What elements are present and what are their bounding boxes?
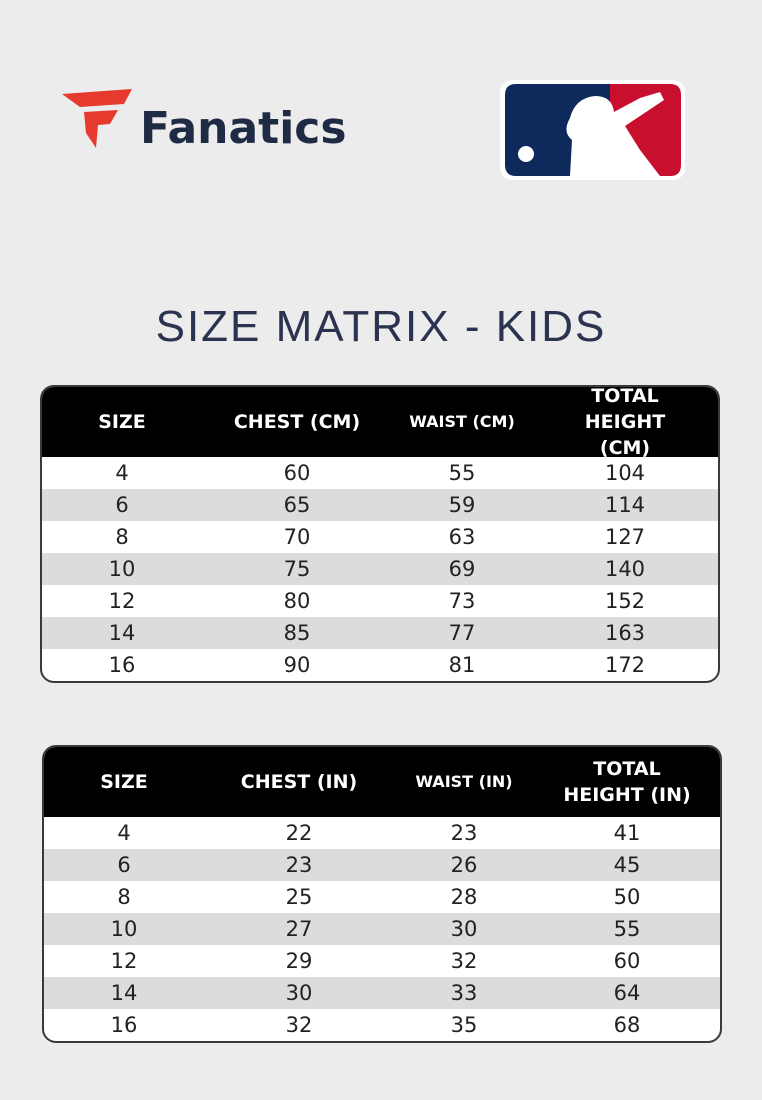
table-cell: 50: [613, 885, 641, 909]
table-cell: 28: [450, 885, 478, 909]
header-cell: CHEST (CM): [233, 411, 361, 433]
table-cell: 25: [285, 885, 313, 909]
table-row: 14 85 77 163: [42, 617, 718, 649]
table-cell: 23: [285, 853, 313, 877]
table-row: 16 32 35 68: [44, 1009, 720, 1041]
table-cell: 8: [115, 525, 129, 549]
header-cell: CHEST (IN): [240, 771, 358, 793]
header-cell: WAIST (IN): [415, 772, 513, 791]
table-cell: 29: [285, 949, 313, 973]
table-cell: 59: [448, 493, 476, 517]
table-cell: 65: [283, 493, 311, 517]
table-cell: 90: [283, 653, 311, 677]
header-cell: SIZE: [98, 411, 146, 433]
table-cell: 23: [450, 821, 478, 845]
table-cell: 163: [604, 621, 646, 645]
table-cell: 69: [448, 557, 476, 581]
mlb-logo: [500, 80, 685, 180]
table-cell: 60: [613, 949, 641, 973]
table-cell: 77: [448, 621, 476, 645]
table-header: SIZE CHEST (IN) WAIST (IN) TOTAL HEIGHT (IN…: [44, 747, 720, 817]
logos: Fanatics: [62, 80, 685, 180]
table-row: 4 22 23 41: [44, 817, 720, 849]
brand-name: Fanatics: [140, 103, 347, 154]
table-cell: 22: [285, 821, 313, 845]
page-title: SIZE MATRIX - KIDS: [155, 302, 607, 351]
table-cell: 104: [604, 461, 646, 485]
table-row: 8 25 28 50: [44, 881, 720, 913]
table-cell: 41: [613, 821, 641, 845]
table-row: 10 75 69 140: [42, 553, 718, 585]
table-row: 6 65 59 114: [42, 489, 718, 521]
table-cell: 80: [283, 589, 311, 613]
table-cell: 75: [283, 557, 311, 581]
table-cell: 60: [283, 461, 311, 485]
size-table-in: SIZE CHEST (IN) WAIST (IN) TOTAL HEIGHT (IN…: [42, 745, 722, 1043]
table-row: 8 70 63 127: [42, 521, 718, 553]
table-cell: 32: [285, 1013, 313, 1037]
table-cell: 35: [450, 1013, 478, 1037]
table-cell: 63: [448, 525, 476, 549]
table-header: SIZE CHEST (CM) WAIST (CM) TOTAL HEIGHT (CM…: [42, 387, 718, 459]
table-cell: 55: [613, 917, 641, 941]
table-cell: 172: [604, 653, 646, 677]
table-cell: 10: [110, 917, 138, 941]
table-cell: 14: [108, 621, 136, 645]
table-cell: 16: [110, 1013, 138, 1037]
table-row: 12 80 73 152: [42, 585, 718, 617]
fanatics-flag: [62, 89, 132, 148]
table-cell: 16: [108, 653, 136, 677]
header-cell: TOTAL HEIGHT (CM): [584, 385, 666, 459]
header-cell: TOTAL HEIGHT (IN): [563, 758, 691, 806]
table-cell: 140: [604, 557, 646, 581]
table-cell: 10: [108, 557, 136, 581]
table-row: 12 29 32 60: [44, 945, 720, 977]
header-cell: WAIST (CM): [409, 412, 515, 431]
table-cell: 81: [448, 653, 476, 677]
table-row: 6 23 26 45: [44, 849, 720, 881]
table-row: 4 60 55 104: [42, 457, 718, 489]
table-cell: 32: [450, 949, 478, 973]
table-cell: 4: [115, 461, 129, 485]
table-cell: 26: [450, 853, 478, 877]
table-cell: 12: [108, 589, 136, 613]
table-cell: 4: [117, 821, 131, 845]
table-cell: 127: [604, 525, 646, 549]
table-row: 14 30 33 64: [44, 977, 720, 1009]
table-cell: 73: [448, 589, 476, 613]
table-cell: 68: [613, 1013, 641, 1037]
table-cell: 8: [117, 885, 131, 909]
table-cell: 27: [285, 917, 313, 941]
table-cell: 30: [450, 917, 478, 941]
table-cell: 12: [110, 949, 138, 973]
table-cell: 114: [604, 493, 646, 517]
table-cell: 70: [283, 525, 311, 549]
size-table-cm: SIZE CHEST (CM) WAIST (CM) TOTAL HEIGHT (CM…: [40, 385, 720, 683]
table-row: 16 90 81 172: [42, 649, 718, 681]
table-cell: 30: [285, 981, 313, 1005]
table-cell: 55: [448, 461, 476, 485]
table-cell: 85: [283, 621, 311, 645]
table-row: 10 27 30 55: [44, 913, 720, 945]
table-cell: 6: [117, 853, 131, 877]
table-cell: 45: [613, 853, 641, 877]
table-cell: 14: [110, 981, 138, 1005]
header-cell: SIZE: [100, 771, 148, 793]
table-cell: 6: [115, 493, 129, 517]
table-cell: 152: [604, 589, 646, 613]
table-cell: 33: [450, 981, 478, 1005]
table-cell: 64: [613, 981, 641, 1005]
